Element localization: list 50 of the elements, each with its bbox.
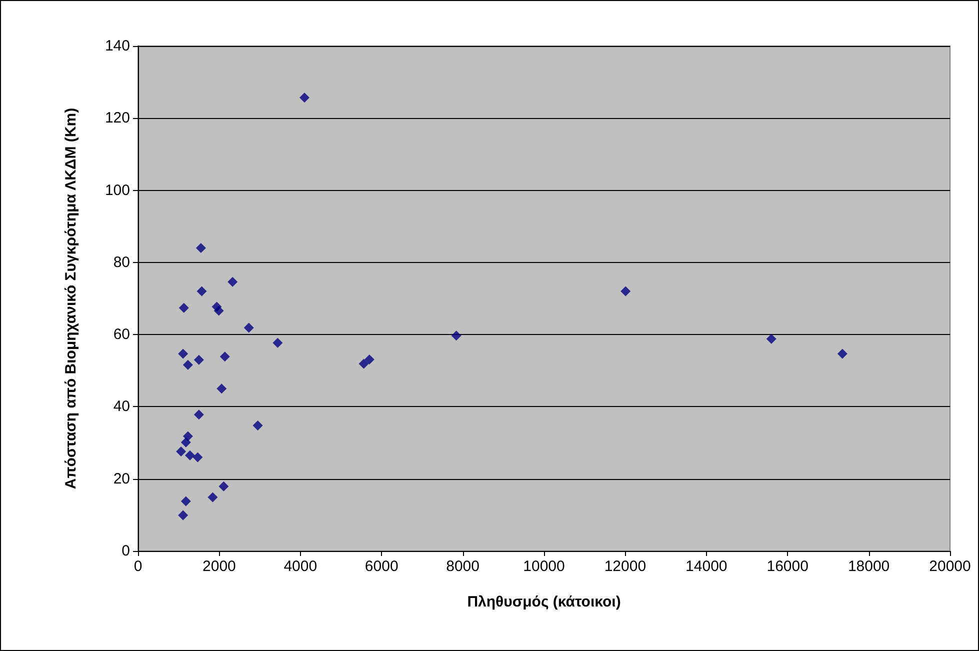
point: [451, 330, 462, 341]
x-tick-label: 8000: [446, 558, 480, 575]
point: [218, 481, 229, 492]
point: [620, 286, 631, 296]
point: [299, 92, 310, 103]
point: [182, 360, 193, 370]
x-tick-label: 14000: [686, 558, 728, 575]
x-tick-label: 0: [134, 558, 142, 575]
point: [178, 510, 188, 520]
point: [180, 496, 191, 506]
point: [837, 348, 848, 359]
y-tick-label: 80: [113, 254, 130, 271]
x-tick-label: 6000: [364, 558, 398, 575]
point: [194, 410, 204, 420]
x-tick-label: 20000: [929, 558, 971, 575]
point: [216, 384, 227, 394]
x-axis-title: Πληθυσμός (κάτοικοι): [467, 594, 621, 610]
y-tick-label: 40: [113, 398, 130, 416]
x-tick-label: 18000: [848, 558, 890, 575]
point: [196, 243, 206, 253]
y-tick-label: 20: [113, 470, 130, 488]
point: [214, 306, 224, 316]
point: [194, 354, 204, 365]
point: [208, 492, 218, 502]
point: [196, 286, 207, 296]
y-tick-label: 60: [113, 326, 130, 344]
point: [178, 302, 189, 313]
point: [192, 452, 203, 462]
y-tick-label: 120: [104, 110, 130, 127]
point: [244, 322, 254, 333]
y-tick-label: 140: [104, 38, 130, 54]
point: [252, 420, 263, 430]
point: [766, 334, 776, 344]
point: [228, 276, 238, 287]
point: [184, 450, 195, 460]
x-tick-label: 2000: [202, 558, 236, 575]
x-tick-label: 10000: [523, 558, 565, 575]
y-tick-label: 100: [104, 182, 130, 199]
point: [272, 338, 283, 348]
x-tick-label: 12000: [604, 558, 646, 575]
point: [364, 354, 374, 364]
x-tick-label: 16000: [766, 558, 808, 575]
point: [178, 348, 188, 359]
point: [220, 352, 230, 362]
x-tick-label: 4000: [284, 558, 318, 575]
point: [180, 437, 191, 448]
point: [176, 446, 186, 456]
y-axis-title: Απόσταση από Βιομηχανικό Συγκρότημα ΛΚΔΜ (Km): [62, 108, 80, 490]
point: [358, 358, 369, 369]
y-tick-label: 0: [122, 542, 130, 560]
